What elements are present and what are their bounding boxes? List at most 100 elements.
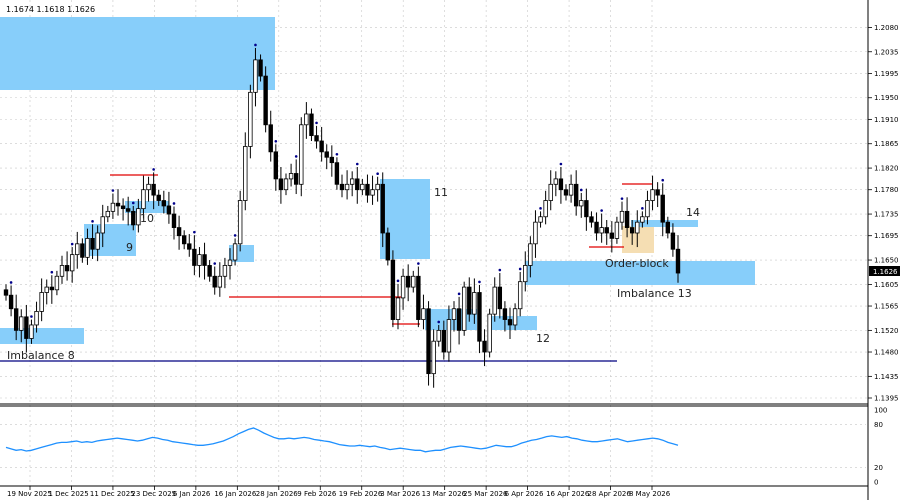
- price-tick-label: 1.1950: [874, 94, 899, 102]
- zone-10: [125, 201, 169, 213]
- candle-up: [548, 183, 553, 201]
- zone-top: [0, 17, 275, 90]
- candle-up: [599, 227, 604, 234]
- candle-up: [237, 200, 243, 245]
- candle-down: [268, 124, 273, 153]
- fractal-marker: [355, 162, 359, 166]
- candle-down: [416, 275, 421, 320]
- candle-up: [421, 308, 426, 320]
- candle-down: [166, 205, 172, 215]
- candle-down: [258, 59, 263, 77]
- candle-up: [349, 178, 355, 185]
- zone-imbalance-13: [525, 261, 755, 285]
- candle-up: [105, 210, 111, 218]
- price-tick-label: 1.2035: [874, 48, 899, 56]
- time-tick-label: 6 Apr 2026: [505, 490, 544, 498]
- candle-down: [380, 183, 385, 234]
- candle-down: [339, 183, 345, 191]
- candle-down: [120, 205, 126, 210]
- price-tick-label: 1.1395: [874, 395, 899, 403]
- candle-down: [80, 243, 85, 258]
- candle-down: [558, 178, 564, 191]
- candle-up: [54, 275, 60, 291]
- candle-down: [670, 232, 676, 250]
- current-price-label: 1.1626: [873, 268, 898, 276]
- candle-down: [309, 113, 314, 137]
- candle-down: [156, 194, 161, 201]
- candle-up: [523, 265, 528, 283]
- fractal-marker: [457, 292, 461, 296]
- time-tick-label: 23 Dec 2025: [131, 490, 176, 498]
- candle-down: [584, 200, 589, 218]
- candle-up: [568, 183, 574, 196]
- time-tick-label: 6 Jan 2026: [173, 490, 211, 498]
- candle-down: [161, 200, 167, 207]
- candle-down: [64, 265, 70, 272]
- price-tick-label: 1.1650: [874, 257, 899, 265]
- fractal-marker: [9, 281, 13, 284]
- candle-down: [655, 189, 660, 196]
- label-9: 9: [126, 241, 133, 254]
- price-tick-label: 1.1910: [874, 116, 899, 124]
- fractal-marker: [131, 201, 135, 205]
- label-11: 11: [434, 186, 448, 199]
- candle-up: [538, 216, 543, 223]
- rsi-axis: 100 80 20 0: [874, 407, 887, 487]
- time-tick-label: 11 Dec 2025: [90, 490, 135, 498]
- candle-down: [497, 286, 503, 310]
- fractal-marker: [498, 268, 502, 272]
- candle-down: [176, 227, 182, 237]
- candle-up: [344, 183, 350, 191]
- candle-up: [243, 146, 248, 201]
- zone-imbalance-8: [0, 328, 84, 344]
- fractal-marker: [417, 262, 420, 265]
- candle-down: [115, 202, 121, 207]
- price-tick-label: 1.1695: [874, 232, 899, 240]
- candle-up: [528, 243, 533, 266]
- candle-down: [355, 178, 360, 191]
- fractal-marker: [91, 220, 94, 223]
- candle-down: [390, 259, 396, 320]
- label-imbalance-8: Imbalance 8: [7, 349, 75, 362]
- candle-up: [619, 210, 625, 223]
- candle-down: [314, 135, 319, 142]
- fractal-marker: [315, 121, 318, 125]
- time-tick-label: 19 Feb 2026: [339, 490, 383, 498]
- rsi-panel: [0, 424, 866, 468]
- candle-down: [131, 210, 136, 226]
- label-imbalance-13: Imbalance 13: [617, 287, 692, 300]
- time-tick-label: 16 Apr 2026: [546, 490, 590, 498]
- candle-up: [69, 254, 75, 272]
- candle-down: [563, 189, 569, 196]
- time-tick-label: 13 Mar 2026: [422, 490, 467, 498]
- price-tick-label: 1.1565: [874, 303, 899, 311]
- candle-down: [329, 156, 335, 164]
- candle-down: [665, 221, 671, 234]
- price-tick-label: 1.1995: [874, 70, 899, 78]
- fractal-marker: [274, 139, 278, 143]
- candle-up: [253, 59, 258, 93]
- candle-down: [629, 227, 635, 234]
- label-10: 10: [140, 212, 154, 225]
- rsi-tick-label: 80: [874, 421, 883, 429]
- price-tick-label: 1.1735: [874, 211, 899, 219]
- candle-down: [609, 232, 615, 239]
- candle-up: [411, 275, 416, 288]
- fractal-marker: [559, 162, 563, 166]
- candle-down: [385, 232, 391, 261]
- candle-down: [573, 183, 579, 207]
- candle-up: [492, 286, 497, 315]
- time-tick-label: 9 Feb 2026: [297, 490, 337, 498]
- candle-up: [304, 113, 309, 126]
- candle-down: [426, 308, 431, 375]
- levels: [0, 174, 652, 362]
- candle-up: [431, 340, 436, 375]
- candle-up: [645, 200, 650, 218]
- candle-down: [171, 213, 177, 228]
- rsi-line: [5, 427, 679, 453]
- fractal-marker: [233, 234, 237, 237]
- fractal-marker: [335, 152, 339, 156]
- price-axis: 1.2080 1.2035 1.1995 1.1950 1.1910 1.1865 1.18…: [868, 24, 899, 403]
